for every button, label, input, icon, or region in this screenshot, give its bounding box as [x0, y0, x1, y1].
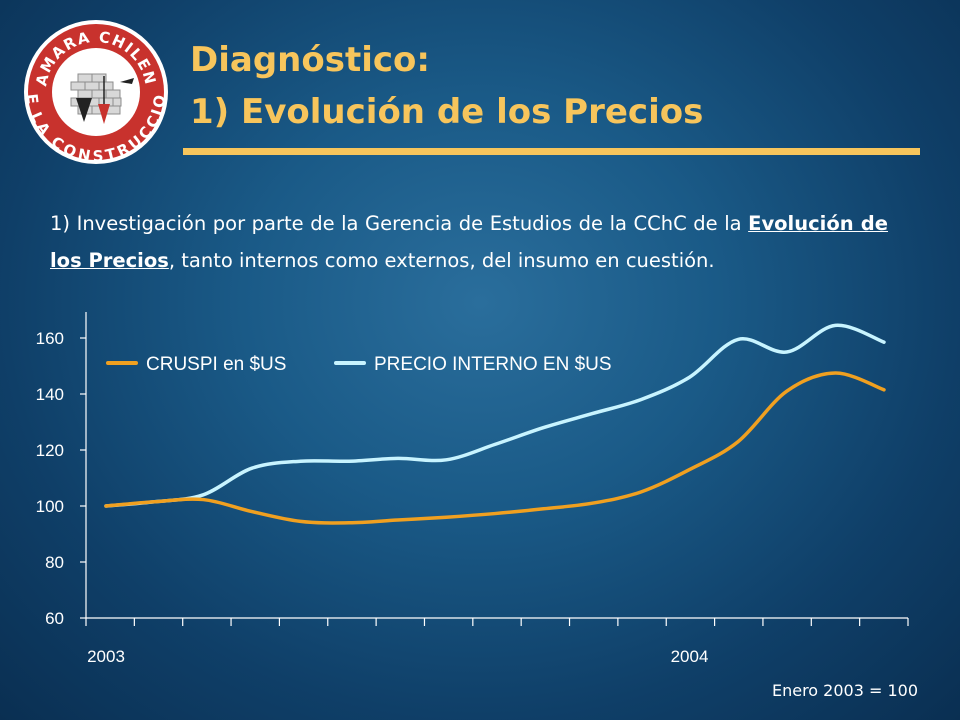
description-prefix: 1) Investigación por parte de la Gerenci… [50, 212, 749, 235]
trowel-icon [76, 98, 92, 122]
y-tick-label-120: 120 [36, 441, 64, 460]
page-title-line-1: Diagnóstico: [190, 40, 430, 80]
base-index-note: Enero 2003 = 100 [771, 681, 918, 700]
y-tick-label-100: 100 [36, 497, 64, 516]
page-title-line-2: 1) Evolución de los Precios [190, 92, 704, 132]
series-line-cruspi [104, 371, 886, 525]
description-suffix: , tanto internos como externos, del insu… [168, 249, 715, 272]
legend-label-cruspi: CRUSPI en $US [146, 354, 286, 375]
description-emphasis: Evolución de los Precios [50, 212, 888, 272]
legend-label-precio-interno: PRECIO INTERNO EN $US [374, 354, 612, 375]
series-line-precio-interno [104, 323, 886, 508]
y-tick-label-60: 60 [45, 609, 64, 628]
x-label-2004: 2004 [671, 647, 709, 666]
plumb-bob-icon [98, 104, 110, 124]
camara-chilena-logo: CAMARA CHILENA DE LA CONSTRUCCION [22, 18, 168, 165]
description-paragraph: 1) Investigación por parte de la Gerenci… [50, 205, 888, 279]
y-tick-label-80: 80 [45, 553, 64, 572]
price-evolution-chart: 60 80 100 120 140 160 2003 2004 CRUSPI en $US PRE… [36, 312, 909, 666]
x-label-2003: 2003 [87, 647, 125, 666]
title-underline-divider [183, 148, 920, 155]
y-tick-label-140: 140 [36, 385, 64, 404]
y-tick-label-160: 160 [36, 329, 64, 348]
